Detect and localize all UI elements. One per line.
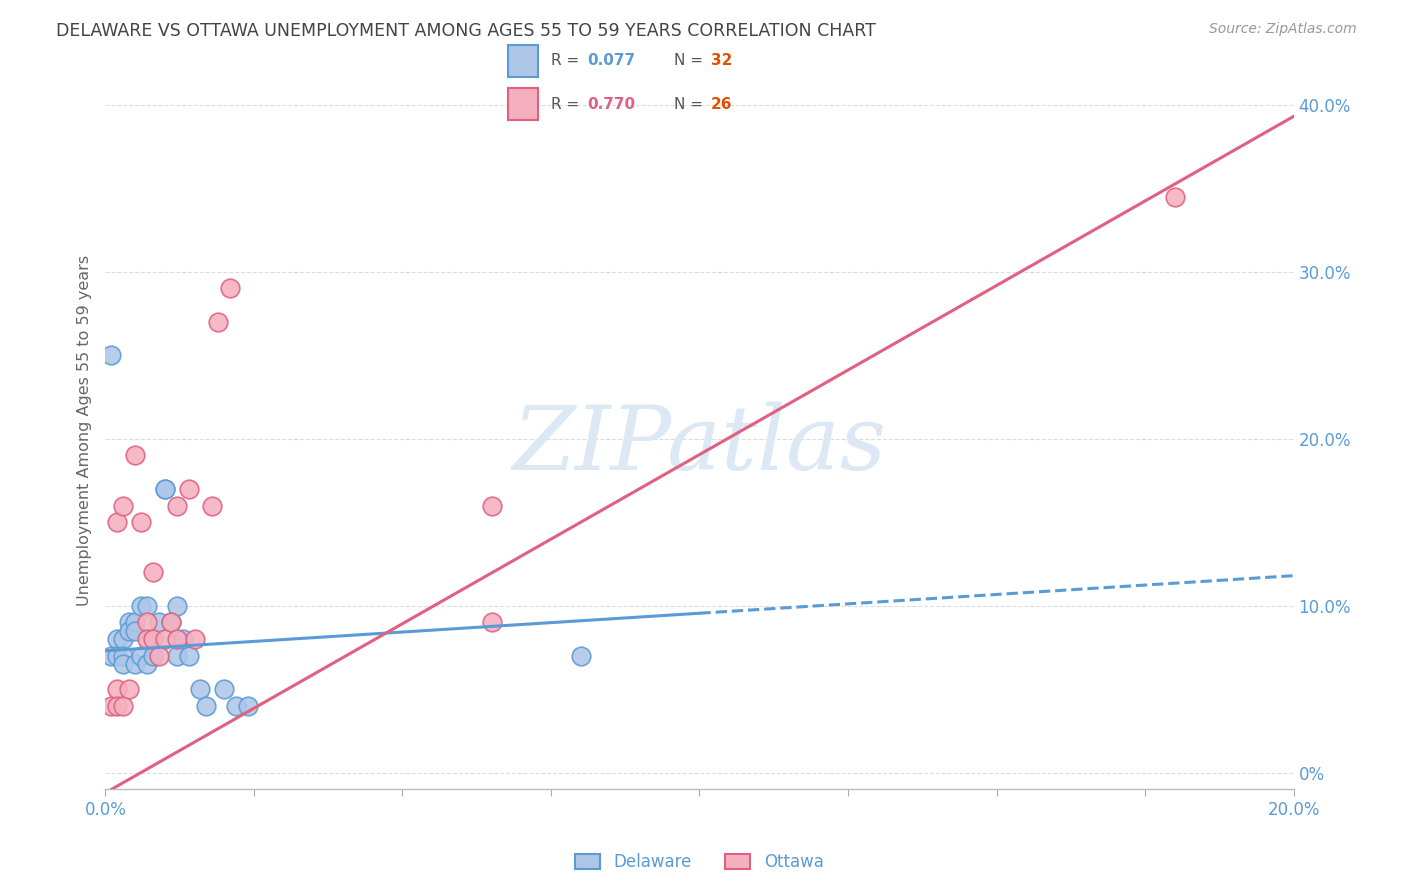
Text: R =: R = [551,54,583,69]
Point [481,499,503,513]
Point [118,682,141,697]
Point [1164,189,1187,203]
Point [142,648,165,663]
Point [153,482,176,496]
Point [225,698,247,713]
Point [112,632,135,647]
Text: Source: ZipAtlas.com: Source: ZipAtlas.com [1209,22,1357,37]
Point [159,615,181,630]
Point [124,615,146,630]
Point [142,566,165,580]
Point [100,698,122,713]
Point [153,482,176,496]
Point [124,657,146,672]
Point [166,648,188,663]
Point [105,648,128,663]
Text: 0.077: 0.077 [586,54,636,69]
Point [236,698,259,713]
Text: DELAWARE VS OTTAWA UNEMPLOYMENT AMONG AGES 55 TO 59 YEARS CORRELATION CHART: DELAWARE VS OTTAWA UNEMPLOYMENT AMONG AG… [56,22,876,40]
Point [105,632,128,647]
Point [177,648,200,663]
Point [183,632,205,647]
Point [159,615,181,630]
Point [142,632,165,647]
Point [201,499,224,513]
Point [112,499,135,513]
Point [142,632,165,647]
Point [207,315,229,329]
Point [129,599,152,613]
Point [153,632,176,647]
Text: 26: 26 [710,96,733,112]
Legend: Delaware, Ottawa: Delaware, Ottawa [568,847,831,878]
Point [136,632,159,647]
Point [136,599,159,613]
Point [177,482,200,496]
Point [481,615,503,630]
Point [166,599,188,613]
Text: ZIPatlas: ZIPatlas [512,401,887,488]
Point [172,632,194,647]
Point [136,615,159,630]
Point [112,648,135,663]
Point [124,624,146,638]
FancyBboxPatch shape [508,45,538,77]
Y-axis label: Unemployment Among Ages 55 to 59 years: Unemployment Among Ages 55 to 59 years [76,255,91,606]
Point [100,648,122,663]
Point [112,698,135,713]
Text: R =: R = [551,96,583,112]
Point [195,698,218,713]
Text: N =: N = [675,96,709,112]
Text: 0.770: 0.770 [586,96,636,112]
Text: 32: 32 [710,54,733,69]
Point [129,515,152,529]
Point [190,682,212,697]
Point [129,648,152,663]
Point [166,632,188,647]
Point [214,682,236,697]
Text: N =: N = [675,54,709,69]
Point [118,624,141,638]
Point [105,515,128,529]
Point [100,348,122,362]
Point [569,648,592,663]
Point [219,281,242,295]
Point [166,499,188,513]
Point [112,657,135,672]
Point [148,648,170,663]
Point [105,698,128,713]
Point [124,449,146,463]
Point [148,615,170,630]
Point [118,615,141,630]
FancyBboxPatch shape [508,88,538,120]
Point [105,682,128,697]
Point [136,657,159,672]
